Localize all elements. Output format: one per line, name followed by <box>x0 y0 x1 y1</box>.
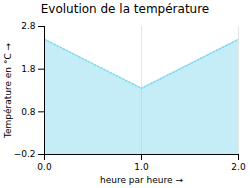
html-text:Evolution de la température: Evolution de la température <box>40 2 210 16</box>
svg-text:heure par heure →: heure par heure → <box>100 175 183 185</box>
svg-text:0.8: 0.8 <box>21 107 36 117</box>
svg-text:Température en °C →: Température en °C → <box>3 42 13 139</box>
svg-text:1.0: 1.0 <box>134 162 149 172</box>
svg-text:−0.2: −0.2 <box>14 149 36 159</box>
svg-text:2.0: 2.0 <box>231 162 246 172</box>
svg-text:1.8: 1.8 <box>21 64 36 74</box>
svg-text:0.0: 0.0 <box>37 162 52 172</box>
svg-text:2.8: 2.8 <box>21 21 36 31</box>
